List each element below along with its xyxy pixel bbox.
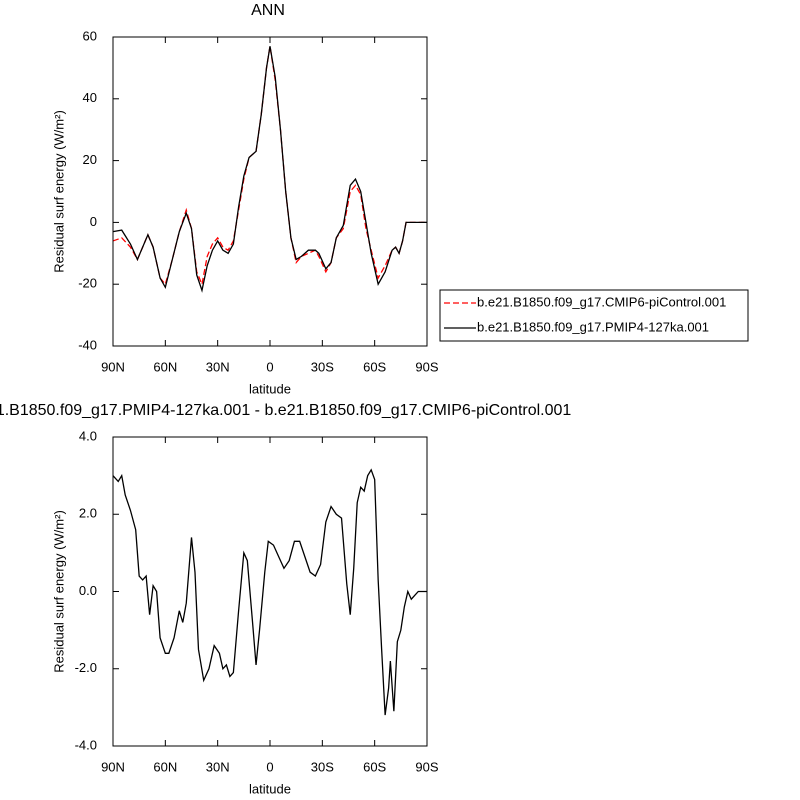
y-tick-label: -20 <box>78 276 97 291</box>
x-tick-label: 0 <box>266 759 273 774</box>
x-tick-label: 90S <box>415 759 438 774</box>
x-tick-label: 60N <box>153 359 177 374</box>
y-tick-label: 60 <box>83 28 97 43</box>
x-axis-label: latitude <box>249 381 291 396</box>
chart-title: b.e21.B1850.f09_g17.PMIP4-127ka.001 - b.… <box>0 402 571 419</box>
legend-label: b.e21.B1850.f09_g17.PMIP4-127ka.001 <box>477 319 709 334</box>
x-tick-label: 90N <box>101 759 125 774</box>
y-tick-label: 0 <box>90 214 97 229</box>
x-tick-label: 60S <box>363 759 386 774</box>
y-tick-label: -2.0 <box>75 660 97 675</box>
x-tick-label: 60N <box>153 759 177 774</box>
x-tick-label: 0 <box>266 359 273 374</box>
plot-frame <box>112 36 428 347</box>
data-line <box>112 468 427 716</box>
y-tick-label: 20 <box>83 152 97 167</box>
legend-box <box>439 289 749 342</box>
x-tick-label: 30S <box>311 759 334 774</box>
x-tick-label: 30N <box>206 359 230 374</box>
x-tick-label: 90N <box>101 359 125 374</box>
y-tick-label: 0.0 <box>79 583 97 598</box>
y-tick-label: 2.0 <box>79 506 97 521</box>
x-tick-label: 30S <box>311 359 334 374</box>
plot-frame <box>112 436 428 747</box>
legend-label: b.e21.B1850.f09_g17.CMIP6-piControl.001 <box>477 294 726 309</box>
x-tick-label: 60S <box>363 359 386 374</box>
chart-title: ANN <box>251 2 285 19</box>
data-line <box>112 46 427 287</box>
y-tick-label: -40 <box>78 337 97 352</box>
data-line <box>112 46 427 293</box>
y-axis-label: Residual surf energy (W/m²) <box>51 110 66 273</box>
y-axis-label: Residual surf energy (W/m²) <box>51 510 66 673</box>
y-tick-label: 4.0 <box>79 428 97 443</box>
x-tick-label: 30N <box>206 759 230 774</box>
x-axis-label: latitude <box>249 781 291 796</box>
y-tick-label: -4.0 <box>75 737 97 752</box>
x-tick-label: 90S <box>415 359 438 374</box>
y-tick-label: 40 <box>83 90 97 105</box>
